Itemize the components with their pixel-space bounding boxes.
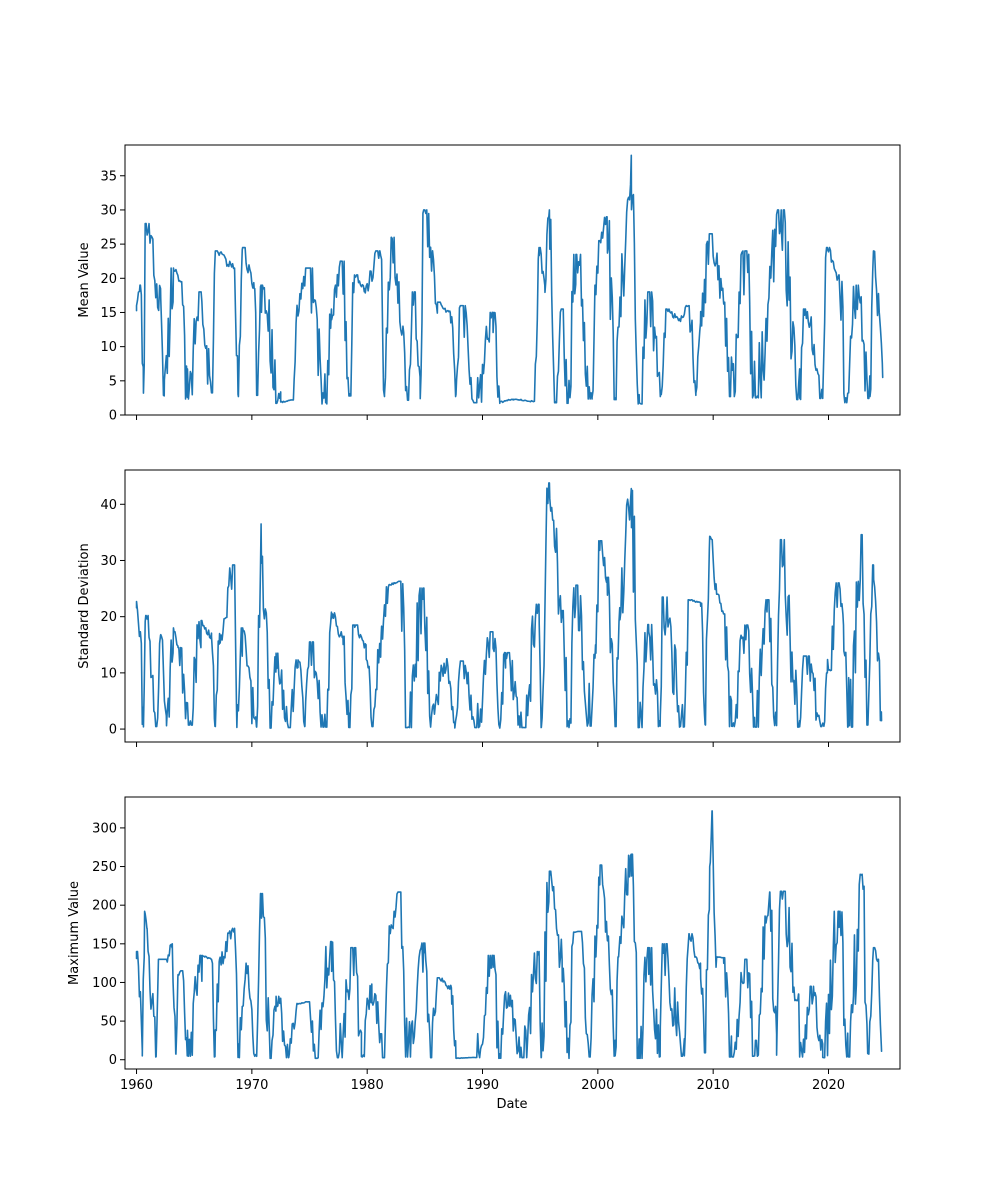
max-plot-frame [124, 796, 901, 1070]
mean-y-tick-label: 10 [100, 340, 117, 355]
mean-y-tick-label: 25 [100, 238, 117, 253]
panel-mean: 0 5 10 15 20 25 30 35 Mean Value [77, 144, 901, 424]
max-y-tick-label: 150 [92, 937, 117, 952]
std-y-axis-title: Standard Deviation [77, 543, 92, 668]
max-x-tick-label: 1990 [466, 1078, 499, 1093]
panel-max: 0 50 100 150 200 250 300 1960 1970 1980 1990 2000 2… [67, 796, 901, 1112]
std-series-line [135, 482, 883, 729]
max-y-ticks: 0 50 100 150 200 250 300 [92, 821, 125, 1068]
max-x-tick-label: 1970 [235, 1078, 268, 1093]
max-x-ticks: 1960 1970 1980 1990 2000 2010 2020 [120, 1069, 845, 1093]
max-y-tick-label: 300 [92, 821, 117, 836]
std-y-tick-label: 40 [100, 498, 117, 513]
std-plot-frame [124, 469, 901, 743]
panel-std: 0 10 20 30 40 Standard Deviation [77, 469, 901, 747]
max-series-line [135, 810, 883, 1060]
max-y-tick-label: 200 [92, 899, 117, 914]
mean-y-tick-label: 20 [100, 272, 117, 287]
std-y-tick-label: 20 [100, 610, 117, 625]
max-y-tick-label: 250 [92, 860, 117, 875]
max-y-tick-label: 50 [100, 1015, 117, 1030]
max-x-tick-label: 2020 [812, 1078, 845, 1093]
std-x-ticks [136, 742, 829, 747]
std-y-tick-label: 0 [109, 723, 117, 738]
mean-y-tick-label: 30 [100, 203, 117, 218]
mean-y-axis-title: Mean Value [77, 242, 92, 317]
mean-y-tick-label: 5 [109, 374, 117, 389]
mean-y-tick-label: 35 [100, 169, 117, 184]
max-x-tick-label: 2000 [581, 1078, 614, 1093]
max-x-tick-label: 1980 [351, 1078, 384, 1093]
max-x-tick-label: 1960 [120, 1078, 153, 1093]
mean-plot-frame [124, 144, 901, 416]
x-axis-title: Date [496, 1097, 527, 1112]
std-y-ticks: 0 10 20 30 40 [100, 498, 125, 738]
mean-y-ticks: 0 5 10 15 20 25 30 35 [100, 169, 125, 424]
mean-x-ticks [136, 415, 829, 420]
max-x-tick-label: 2010 [697, 1078, 730, 1093]
max-y-tick-label: 0 [109, 1053, 117, 1068]
std-y-tick-label: 10 [100, 666, 117, 681]
mean-series-line [135, 154, 884, 405]
mean-y-tick-label: 15 [100, 306, 117, 321]
max-y-axis-title: Maximum Value [67, 881, 82, 985]
mean-y-tick-label: 0 [109, 409, 117, 424]
max-y-tick-label: 100 [92, 976, 117, 991]
std-y-tick-label: 30 [100, 554, 117, 569]
